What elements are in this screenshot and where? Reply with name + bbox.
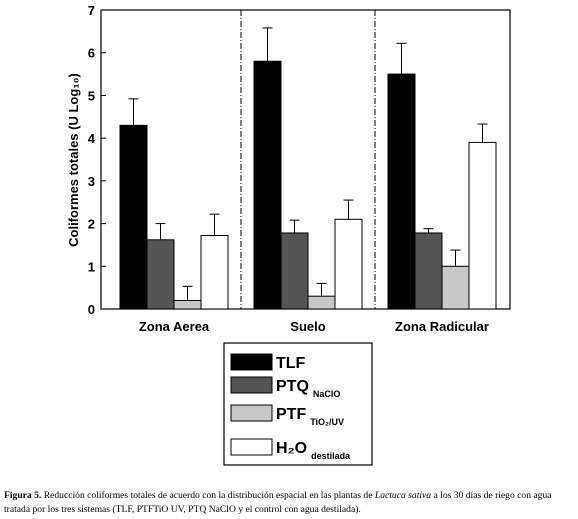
bar xyxy=(280,232,309,310)
chart: Coliformes totales (U Log₁₀) 0 1 2 3 4 5 6 7 Zon… xyxy=(66,3,511,466)
y-tick-label: 2 xyxy=(88,217,95,232)
y-tick-label: 3 xyxy=(88,174,95,189)
legend-label: PTQ NaClO xyxy=(276,378,340,399)
legend-swatch xyxy=(230,438,273,456)
y-tick-label: 5 xyxy=(88,88,95,103)
legend-name: TLF xyxy=(276,355,306,372)
y-tick-label: 0 xyxy=(88,302,95,317)
bar xyxy=(441,265,470,310)
bar xyxy=(253,60,282,310)
legend-name: PTF xyxy=(276,406,306,423)
bar xyxy=(414,232,443,310)
y-tick-label: 4 xyxy=(88,131,96,146)
legend-subscript: destilada xyxy=(311,451,351,461)
legend-name: H₂O xyxy=(276,440,307,457)
bar xyxy=(119,124,148,310)
y-tick-label: 1 xyxy=(88,259,95,274)
x-tick-label: Zona Aerea xyxy=(139,319,210,334)
x-tick-label: Zona Radicular xyxy=(395,319,489,334)
bar xyxy=(146,239,175,310)
caption-italic: Lactuca sativa xyxy=(374,490,432,501)
bar xyxy=(468,141,497,310)
bar xyxy=(307,295,336,310)
legend-label: PTF TiO₂/UV xyxy=(276,406,344,427)
bar xyxy=(173,299,202,310)
bar xyxy=(200,235,229,310)
legend-swatch xyxy=(230,404,273,422)
caption-text: Reducción coliformes totales de acuerdo … xyxy=(43,490,373,501)
caption: Figura 5. Reducción coliformes totales d… xyxy=(4,489,576,517)
legend-swatch xyxy=(230,353,273,371)
y-tick-label: 6 xyxy=(88,46,95,61)
caption-label: Figura 5. xyxy=(4,490,42,501)
legend-swatch xyxy=(230,376,273,394)
legend-subscript: NaClO xyxy=(313,389,341,399)
legend-label: TLF xyxy=(276,355,306,372)
bar xyxy=(387,73,416,310)
x-tick-label: Suelo xyxy=(290,319,325,334)
legend-label: H₂O destilada xyxy=(276,440,351,461)
legend-name: PTQ xyxy=(276,378,309,395)
y-tick-label: 7 xyxy=(88,3,95,18)
bar xyxy=(334,218,363,310)
caption-text: a los 30 días de riego con agua tratada … xyxy=(4,490,552,515)
legend-subscript: TiO₂/UV xyxy=(310,417,344,427)
y-axis-label: Coliformes totales (U Log₁₀) xyxy=(66,73,81,247)
